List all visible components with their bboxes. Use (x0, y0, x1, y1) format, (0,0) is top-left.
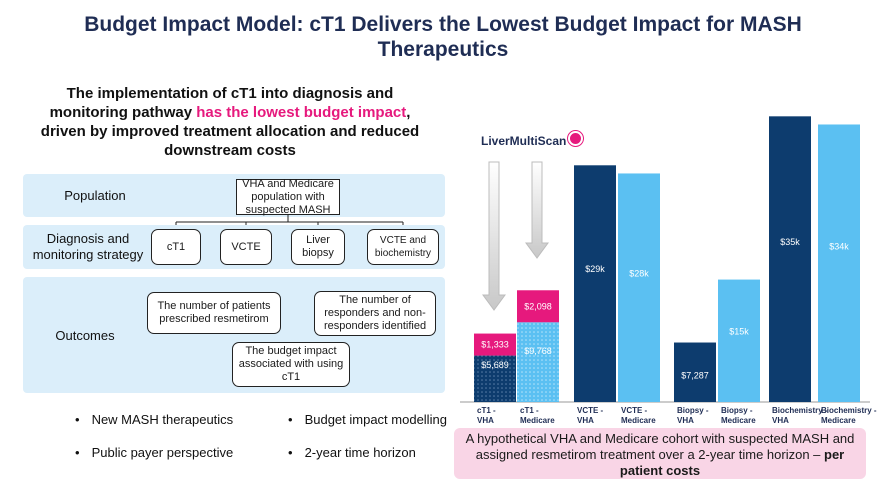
reduction-arrows (482, 161, 549, 311)
data-label-ct1-medicare: $9,768 (524, 346, 552, 356)
bar-vcte-medicare (618, 173, 660, 402)
outcomes-label: Outcomes (55, 328, 115, 343)
population-box: VHA and Medicare population with suspect… (236, 178, 340, 216)
bar-ct1-medicare (517, 322, 559, 402)
x-tick-ct1-vha: cT1 -VHA (477, 406, 496, 425)
bar-vcte-vha (574, 165, 616, 402)
bar-biopsy-vha (674, 342, 716, 402)
subtitle: The implementation of cT1 into diagnosis… (40, 84, 420, 160)
x-tick-vcte-medicare: VCTE -Medicare (621, 406, 656, 425)
bullet-new-therapeutics: New MASH therapeutics (75, 412, 234, 427)
data-label-vcte-vha: $29k (585, 264, 605, 274)
data-label-overlay-ct1-vha: $1,333 (481, 340, 509, 350)
subtitle-part1: The implementation of cT1 into diagnosis… (49, 85, 394, 121)
logo-text: LiverMultiScan (481, 134, 567, 148)
subtitle-part2: , driven by improved treatment allocatio… (40, 104, 420, 159)
livermultiscan-logo: LiverMultiScan (481, 131, 584, 148)
bar-biopsy-medicare (718, 279, 760, 402)
arrow-ct1-medicare-icon (525, 161, 549, 259)
bullet-budget-modelling: Budget impact modelling (288, 412, 447, 427)
subtitle-highlight: has the lowest budget impact (196, 104, 407, 121)
footer-bold: per patient costs (619, 447, 845, 478)
x-tick-biopsy-medicare: Biopsy -Medicare (721, 406, 756, 425)
option-vcte: VCTE (220, 229, 272, 265)
option-ct1: cT1 (151, 229, 201, 265)
x-tick-ct1-medicare: cT1 -Medicare (520, 406, 555, 425)
data-label-biochemistry-vha: $35k (780, 237, 800, 247)
data-label-biopsy-vha: $7,287 (681, 370, 709, 380)
option-liver-biopsy: Liver biopsy (291, 229, 345, 265)
population-band (23, 174, 445, 217)
arrow-ct1-vha-icon (482, 161, 506, 311)
footer-text: A hypothetical VHA and Medicare cohort w… (465, 431, 855, 462)
diagnosis-label: Diagnosis and monitoring strategy (32, 231, 144, 262)
footer-note: A hypothetical VHA and Medicare cohort w… (454, 428, 866, 479)
option-vcte-biochemistry: VCTE and biochemistry (367, 229, 439, 265)
bar-ct1-vha (474, 355, 516, 402)
data-label-biochemistry-medicare: $34k (829, 241, 849, 251)
x-tick-biochemistry-medicare: Biochemistry -Medicare (821, 406, 877, 425)
bullet-time-horizon: 2-year time horizon (288, 445, 416, 460)
data-label-vcte-medicare: $28k (629, 268, 649, 278)
data-label-overlay-ct1-medicare: $2,098 (524, 301, 552, 311)
budget-impact-chart: $5,689 $1,333 $9,768 $2,098 $29k $28k $7,287 $1… (460, 116, 877, 425)
bar-overlay-ct1-vha (474, 333, 516, 356)
data-label-biopsy-medicare: $15k (729, 327, 749, 337)
page-title: Budget Impact Model: cT1 Delivers the Lo… (84, 13, 802, 61)
bar-biochemistry-medicare (818, 124, 860, 402)
x-tick-biopsy-vha: Biopsy -VHA (677, 406, 709, 425)
x-tick-biochemistry-vha: Biochemistry -VHA (772, 406, 828, 425)
bullet-payer-perspective: Public payer perspective (75, 445, 234, 460)
outcome-budget-impact: The budget impact associated with using … (232, 342, 350, 387)
outcome-responders: The number of responders and non-respond… (314, 291, 436, 336)
population-label: Population (64, 188, 126, 203)
outcome-patients-prescribed: The number of patients prescribed resmet… (147, 292, 281, 334)
x-tick-vcte-vha: VCTE -VHA (577, 406, 604, 425)
bar-biochemistry-vha (769, 116, 811, 402)
bar-overlay-ct1-medicare (517, 290, 559, 323)
data-label-ct1-vha: $5,689 (481, 360, 509, 370)
logo-mark-icon (568, 131, 584, 146)
